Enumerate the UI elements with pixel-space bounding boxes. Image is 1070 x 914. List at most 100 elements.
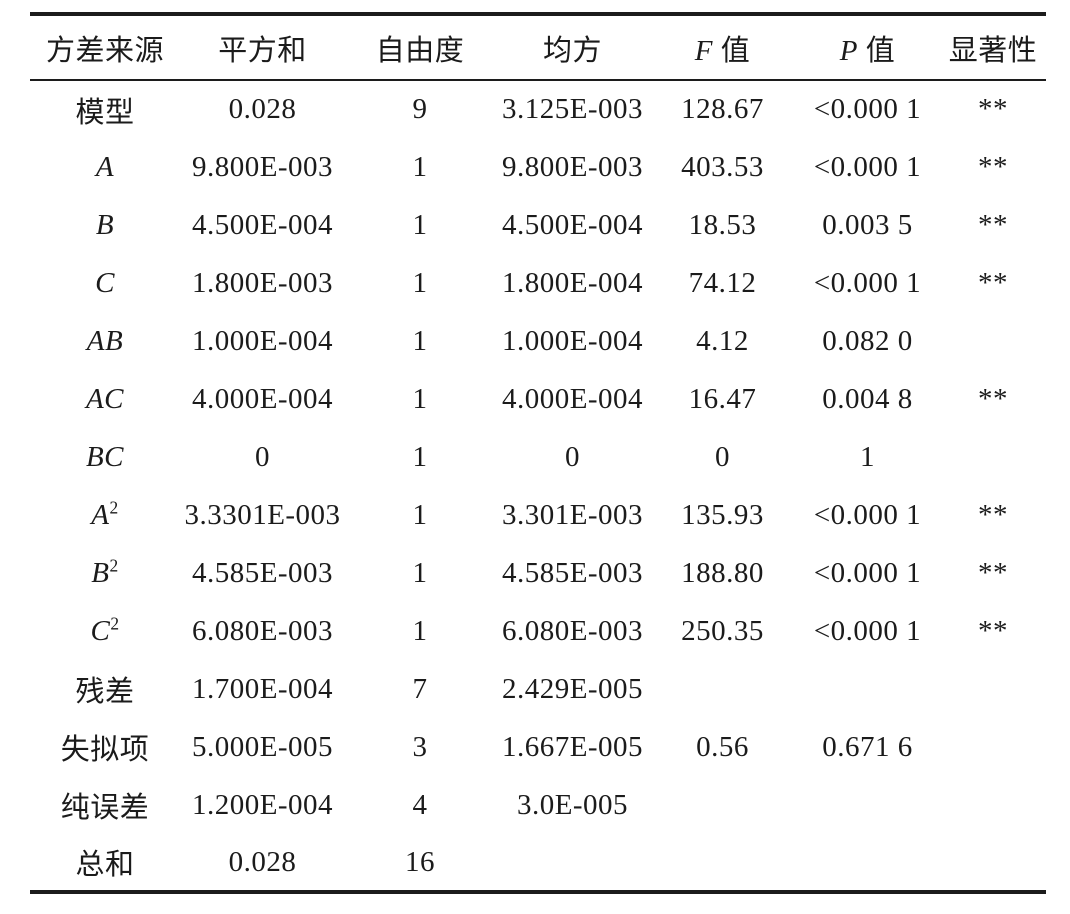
cell-source: 纯误差 <box>30 776 180 834</box>
cell-degrees-of-freedom: 1 <box>412 440 428 473</box>
source-label: B <box>91 556 110 589</box>
cell-mean-square: 3.125E-003 <box>501 93 644 125</box>
table-row: 残差 1.700E-004 7 2.429E-005 <box>30 660 1046 718</box>
cell-p-value: <0.000 1 <box>813 498 922 531</box>
table-row: 总和 0.028 16 <box>30 834 1046 892</box>
cell-significance <box>940 312 1046 370</box>
cell-significance <box>940 834 1046 892</box>
cell-mean-square: 3.0E-005 <box>516 788 629 821</box>
cell-significance <box>940 428 1046 486</box>
table-row: 纯误差 1.200E-004 4 3.0E-005 <box>30 776 1046 834</box>
table-row: AC 4.000E-004 1 4.000E-004 16.47 0.004 8 ** <box>30 370 1046 428</box>
source-superscript: 2 <box>110 612 120 633</box>
cell-p-value <box>795 776 940 834</box>
cell-p-value: 1 <box>860 440 875 473</box>
cell-significance <box>940 660 1046 718</box>
cell-mean-square: 4.000E-004 <box>501 382 644 415</box>
cell-mean-square <box>495 834 650 892</box>
source-label: 总和 <box>75 849 135 881</box>
table-header-row: 方差来源 平方和 自由度 均方 F 值 P 值 显著性 <box>30 14 1046 80</box>
cell-mean-square: 2.429E-005 <box>501 672 644 705</box>
col-header-significance: 显著性 <box>948 34 1038 67</box>
cell-mean-square: 6.080E-003 <box>501 614 644 647</box>
cell-sum-of-squares: 5.000E-005 <box>191 730 334 763</box>
cell-p-value: 0.003 5 <box>822 208 913 241</box>
cell-degrees-of-freedom: 1 <box>412 382 428 415</box>
cell-mean-square: 1.000E-004 <box>501 324 644 357</box>
cell-mean-square: 1.667E-005 <box>501 730 644 763</box>
cell-sum-of-squares: 4.500E-004 <box>191 208 334 241</box>
table-row: A2 3.3301E-003 1 3.301E-003 135.93 <0.000 1 ** <box>30 486 1046 544</box>
cell-source: 失拟项 <box>30 718 180 776</box>
cell-sum-of-squares: 0.028 <box>228 845 297 878</box>
cell-source: 总和 <box>30 834 180 892</box>
cell-significance: ** <box>978 266 1008 299</box>
table-row: BC 0 1 0 0 1 <box>30 428 1046 486</box>
cell-mean-square: 4.500E-004 <box>501 208 644 241</box>
cell-sum-of-squares: 4.585E-003 <box>191 556 334 589</box>
table-row: B 4.500E-004 1 4.500E-004 18.53 0.003 5 ** <box>30 196 1046 254</box>
cell-degrees-of-freedom: 1 <box>412 208 428 241</box>
p-suffix: 值 <box>857 34 896 67</box>
cell-source: C2 <box>30 602 180 660</box>
cell-source: BC <box>30 428 180 486</box>
cell-significance: ** <box>978 150 1008 183</box>
cell-f-value: 16.47 <box>688 382 757 415</box>
cell-f-value: 0 <box>715 440 730 473</box>
table-row: A 9.800E-003 1 9.800E-003 403.53 <0.000 1 ** <box>30 138 1046 196</box>
cell-sum-of-squares: 1.200E-004 <box>191 788 334 821</box>
source-label: BC <box>85 440 125 473</box>
cell-significance <box>940 776 1046 834</box>
cell-f-value: 128.67 <box>681 93 764 125</box>
cell-p-value: <0.000 1 <box>813 556 922 589</box>
source-label: 失拟项 <box>60 734 150 766</box>
cell-degrees-of-freedom: 4 <box>412 788 428 821</box>
cell-source: AC <box>30 370 180 428</box>
table-row: 失拟项 5.000E-005 3 1.667E-005 0.56 0.671 6 <box>30 718 1046 776</box>
cell-degrees-of-freedom: 1 <box>412 556 428 589</box>
cell-f-value: 74.12 <box>688 266 757 299</box>
table-row: C2 6.080E-003 1 6.080E-003 250.35 <0.000 1 ** <box>30 602 1046 660</box>
cell-f-value: 4.12 <box>696 324 749 357</box>
cell-sum-of-squares: 1.700E-004 <box>191 672 334 705</box>
cell-source: B <box>30 196 180 254</box>
source-label: 模型 <box>75 96 135 129</box>
cell-f-value: 250.35 <box>681 614 764 647</box>
cell-degrees-of-freedom: 1 <box>412 614 428 647</box>
cell-source: A <box>30 138 180 196</box>
source-label: B <box>95 208 115 241</box>
cell-degrees-of-freedom: 1 <box>412 266 428 299</box>
table-row: C 1.800E-003 1 1.800E-004 74.12 <0.000 1 ** <box>30 254 1046 312</box>
cell-p-value: <0.000 1 <box>813 266 922 299</box>
source-label: C <box>90 614 111 647</box>
cell-sum-of-squares: 4.000E-004 <box>191 382 334 415</box>
cell-f-value: 188.80 <box>681 556 764 589</box>
cell-sum-of-squares: 0 <box>255 440 270 473</box>
source-label: A <box>91 498 110 531</box>
cell-f-value: 0.56 <box>696 730 749 763</box>
cell-f-value <box>650 660 795 718</box>
cell-p-value: 0.671 6 <box>822 730 913 763</box>
cell-significance: ** <box>978 498 1008 531</box>
anova-table: 方差来源 平方和 自由度 均方 F 值 P 值 显著性 模型 0.028 9 3.12… <box>30 12 1046 894</box>
cell-significance: ** <box>978 93 1008 125</box>
table-row: AB 1.000E-004 1 1.000E-004 4.12 0.082 0 <box>30 312 1046 370</box>
cell-significance: ** <box>978 614 1008 647</box>
cell-f-value: 18.53 <box>688 208 757 241</box>
cell-significance: ** <box>978 556 1008 589</box>
source-superscript: 2 <box>109 554 119 575</box>
cell-source: C <box>30 254 180 312</box>
cell-f-value <box>650 776 795 834</box>
cell-degrees-of-freedom: 3 <box>412 730 428 763</box>
source-label: A <box>95 150 115 183</box>
cell-sum-of-squares: 3.3301E-003 <box>184 498 341 531</box>
cell-degrees-of-freedom: 1 <box>412 150 428 183</box>
cell-mean-square: 3.301E-003 <box>501 498 644 531</box>
table-row: 模型 0.028 9 3.125E-003 128.67 <0.000 1 ** <box>30 80 1046 138</box>
col-header-sum-of-squares: 平方和 <box>218 34 307 67</box>
cell-sum-of-squares: 6.080E-003 <box>191 614 334 647</box>
cell-p-value: 0.004 8 <box>822 382 913 415</box>
source-superscript: 2 <box>109 496 119 517</box>
cell-sum-of-squares: 1.800E-003 <box>191 266 334 299</box>
